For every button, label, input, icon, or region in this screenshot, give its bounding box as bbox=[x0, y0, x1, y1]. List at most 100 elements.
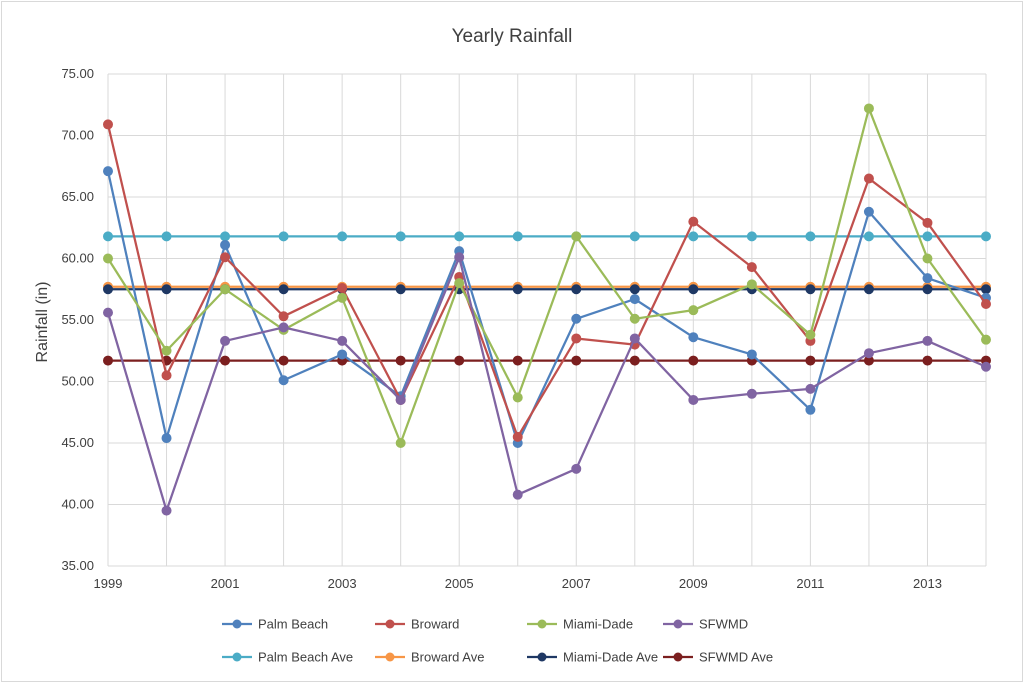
legend-swatch-marker bbox=[232, 619, 242, 629]
legend-swatch-marker bbox=[673, 652, 683, 662]
series-line bbox=[106, 124, 987, 438]
legend-item: Broward bbox=[375, 617, 459, 632]
data-point bbox=[922, 355, 933, 366]
series-line bbox=[107, 107, 987, 445]
chart-title: Yearly Rainfall bbox=[452, 26, 573, 47]
data-point bbox=[278, 375, 289, 386]
data-point bbox=[220, 355, 231, 366]
data-point bbox=[922, 335, 933, 346]
legend-swatch-marker bbox=[537, 652, 547, 662]
legend-label: Palm Beach bbox=[258, 617, 328, 632]
data-point bbox=[863, 206, 874, 217]
data-point bbox=[337, 292, 348, 303]
x-tick-label: 2007 bbox=[562, 576, 591, 591]
y-tick-label: 70.00 bbox=[61, 128, 94, 143]
data-point bbox=[454, 252, 465, 263]
data-point bbox=[103, 231, 113, 242]
data-point bbox=[981, 231, 991, 242]
data-point bbox=[220, 239, 231, 250]
data-point bbox=[629, 355, 640, 366]
data-point bbox=[688, 284, 699, 295]
data-point bbox=[629, 313, 640, 324]
data-point bbox=[395, 284, 406, 295]
data-point bbox=[981, 334, 991, 345]
legend-item: Miami-Dade Ave bbox=[527, 650, 658, 665]
data-point bbox=[688, 394, 699, 405]
data-point bbox=[746, 279, 757, 290]
data-point bbox=[103, 355, 113, 366]
legend-label: Miami-Dade Ave bbox=[563, 650, 658, 665]
data-point bbox=[571, 463, 582, 474]
series-layer bbox=[103, 103, 991, 516]
data-point bbox=[103, 253, 113, 264]
data-point bbox=[863, 103, 874, 114]
x-tick-label: 2003 bbox=[328, 576, 357, 591]
legend: Palm Beach Broward Miami-Dade SFWMD Palm Bea… bbox=[222, 617, 773, 665]
data-point bbox=[220, 231, 231, 242]
data-point bbox=[103, 307, 113, 318]
data-point bbox=[922, 284, 933, 295]
data-point bbox=[512, 431, 523, 442]
legend-swatch-marker bbox=[537, 619, 547, 629]
y-tick-label: 75.00 bbox=[61, 66, 94, 81]
data-point bbox=[805, 404, 816, 415]
x-tick-label: 2011 bbox=[796, 576, 824, 591]
axis-layer: 35.00 40.00 45.00 50.00 55.00 60.00 65.00 70.00… bbox=[61, 66, 941, 591]
series-sfwmd-ave bbox=[103, 355, 991, 366]
series-line bbox=[106, 256, 987, 512]
data-point bbox=[805, 329, 816, 340]
y-tick-label: 55.00 bbox=[61, 312, 94, 327]
y-tick-label: 65.00 bbox=[61, 189, 94, 204]
x-tick-label: 2005 bbox=[445, 576, 474, 591]
legend-item: SFWMD Ave bbox=[663, 650, 773, 665]
legend-item: Broward Ave bbox=[375, 650, 484, 665]
legend-label: Miami-Dade bbox=[563, 617, 633, 632]
legend-item: Palm Beach bbox=[222, 617, 328, 632]
data-point bbox=[981, 361, 991, 372]
data-point bbox=[454, 231, 465, 242]
data-point bbox=[454, 278, 465, 289]
data-point bbox=[220, 335, 231, 346]
data-point bbox=[278, 322, 289, 333]
data-point bbox=[161, 370, 172, 381]
data-point bbox=[805, 383, 816, 394]
data-point bbox=[746, 231, 757, 242]
data-point bbox=[337, 335, 348, 346]
data-point bbox=[571, 313, 582, 324]
legend-swatch-marker bbox=[385, 619, 395, 629]
legend-swatch-marker bbox=[385, 652, 395, 662]
x-tick-label: 2013 bbox=[913, 576, 942, 591]
legend-item: Miami-Dade bbox=[527, 617, 633, 632]
data-point bbox=[746, 388, 757, 399]
data-point bbox=[688, 231, 699, 242]
y-axis-label: Rainfall (in) bbox=[34, 282, 51, 363]
data-point bbox=[512, 392, 523, 403]
x-tick-label: 2009 bbox=[679, 576, 708, 591]
data-point bbox=[278, 231, 289, 242]
data-point bbox=[571, 284, 582, 295]
series-miami-dade-ave bbox=[103, 284, 991, 295]
data-point bbox=[161, 505, 172, 516]
data-point bbox=[337, 283, 348, 294]
legend-item: SFWMD bbox=[663, 617, 748, 632]
data-point bbox=[981, 284, 991, 295]
data-point bbox=[922, 273, 933, 284]
legend-label: Broward bbox=[411, 617, 459, 632]
y-tick-label: 50.00 bbox=[61, 374, 94, 389]
data-point bbox=[103, 166, 113, 177]
data-point bbox=[395, 394, 406, 405]
x-tick-label: 1999 bbox=[94, 576, 123, 591]
data-point bbox=[863, 348, 874, 359]
data-point bbox=[629, 333, 640, 344]
data-point bbox=[805, 231, 816, 242]
data-point bbox=[161, 284, 172, 295]
data-point bbox=[278, 355, 289, 366]
series-sfwmd bbox=[103, 252, 991, 516]
data-point bbox=[805, 355, 816, 366]
data-point bbox=[981, 299, 991, 310]
data-point bbox=[688, 305, 699, 316]
y-tick-label: 35.00 bbox=[61, 558, 94, 573]
data-point bbox=[863, 284, 874, 295]
data-point bbox=[922, 231, 933, 242]
